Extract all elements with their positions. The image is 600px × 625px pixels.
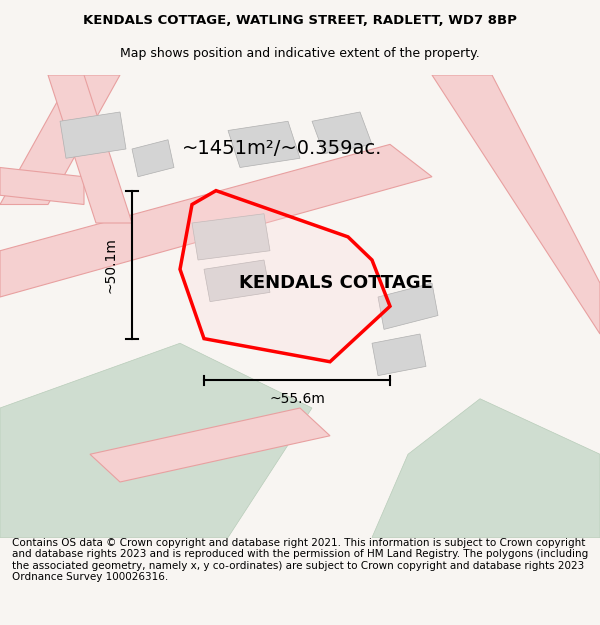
Polygon shape [372,334,426,376]
Polygon shape [0,144,432,297]
Polygon shape [60,112,126,158]
Text: ~1451m²/~0.359ac.: ~1451m²/~0.359ac. [182,139,382,159]
Polygon shape [432,75,600,334]
Text: KENDALS COTTAGE: KENDALS COTTAGE [239,274,433,292]
Polygon shape [204,260,270,302]
Polygon shape [180,191,390,362]
Text: Map shows position and indicative extent of the property.: Map shows position and indicative extent… [120,48,480,61]
Polygon shape [192,214,270,260]
Polygon shape [0,168,84,204]
Text: Contains OS data © Crown copyright and database right 2021. This information is : Contains OS data © Crown copyright and d… [12,538,588,582]
Polygon shape [378,283,438,329]
Polygon shape [90,408,330,482]
Text: ~50.1m: ~50.1m [104,237,118,292]
Polygon shape [372,399,600,538]
Polygon shape [0,343,312,538]
Polygon shape [48,75,132,223]
Polygon shape [228,121,300,168]
Polygon shape [0,75,120,204]
Text: KENDALS COTTAGE, WATLING STREET, RADLETT, WD7 8BP: KENDALS COTTAGE, WATLING STREET, RADLETT… [83,14,517,28]
Text: ~55.6m: ~55.6m [269,392,325,406]
Polygon shape [132,140,174,177]
Polygon shape [312,112,372,154]
